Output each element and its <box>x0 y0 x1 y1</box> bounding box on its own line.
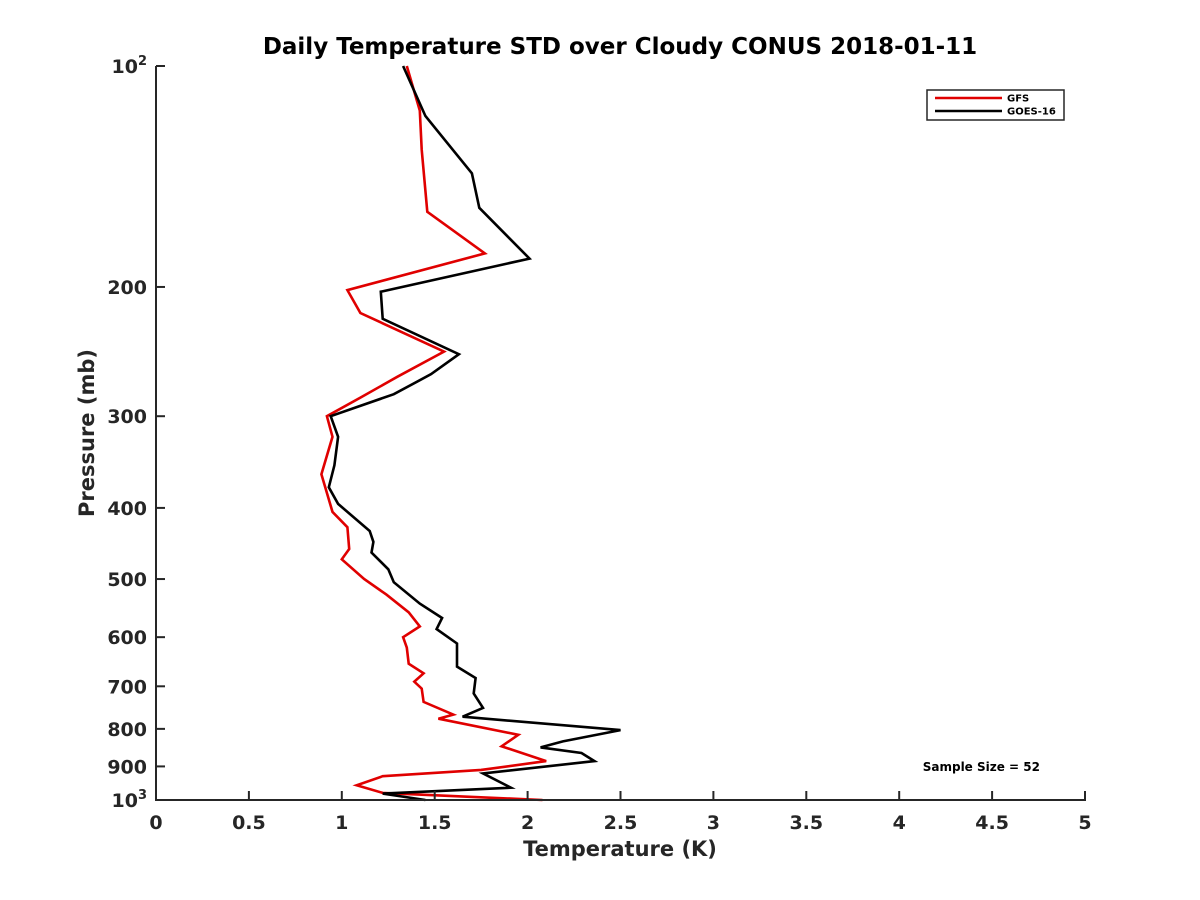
x-tick-label: 2 <box>521 812 534 834</box>
y-axis-title: Pressure (mb) <box>75 349 99 517</box>
legend-label-gfs: GFS <box>1007 94 1029 105</box>
x-axis-title: Temperature (K) <box>523 837 717 861</box>
x-tick-label: 0.5 <box>232 812 266 834</box>
x-tick-label: 1 <box>335 812 348 834</box>
y-tick-label: 600 <box>107 627 147 649</box>
y-tick-label: 700 <box>107 676 147 698</box>
plot-area <box>320 65 621 802</box>
legend-label-goes16: GOES-16 <box>1007 107 1056 118</box>
y-tick-label: 500 <box>107 569 147 591</box>
axes: 0 0.5 1 1.5 2 2.5 3 3.5 4 4.5 5 102 200 300 400 500 600 7… <box>107 54 1091 834</box>
chart-title: Daily Temperature STD over Cloudy CONUS … <box>263 34 977 60</box>
y-tick-label: 200 <box>107 277 147 299</box>
y-tick-label: 400 <box>107 498 147 520</box>
x-tick-label: 4 <box>893 812 906 834</box>
y-tick-label: 102 <box>112 54 148 78</box>
x-tick-label: 1.5 <box>418 812 452 834</box>
x-tick-label: 3.5 <box>789 812 823 834</box>
y-tick-label: 300 <box>107 406 147 428</box>
x-tick-label: 5 <box>1078 812 1091 834</box>
x-tick-label: 2.5 <box>604 812 638 834</box>
sample-size-annotation: Sample Size = 52 <box>923 760 1040 774</box>
y-tick-label: 103 <box>112 788 148 812</box>
x-tick-label: 0 <box>149 812 162 834</box>
series-line-goes16 <box>327 65 621 802</box>
y-tick-label: 900 <box>107 756 147 778</box>
series-line-gfs <box>320 65 547 802</box>
x-tick-label: 4.5 <box>975 812 1009 834</box>
legend: GFS GOES-16 <box>926 89 1065 121</box>
y-tick-label: 800 <box>107 719 147 741</box>
x-tick-label: 3 <box>707 812 720 834</box>
legend-box <box>926 89 1065 121</box>
